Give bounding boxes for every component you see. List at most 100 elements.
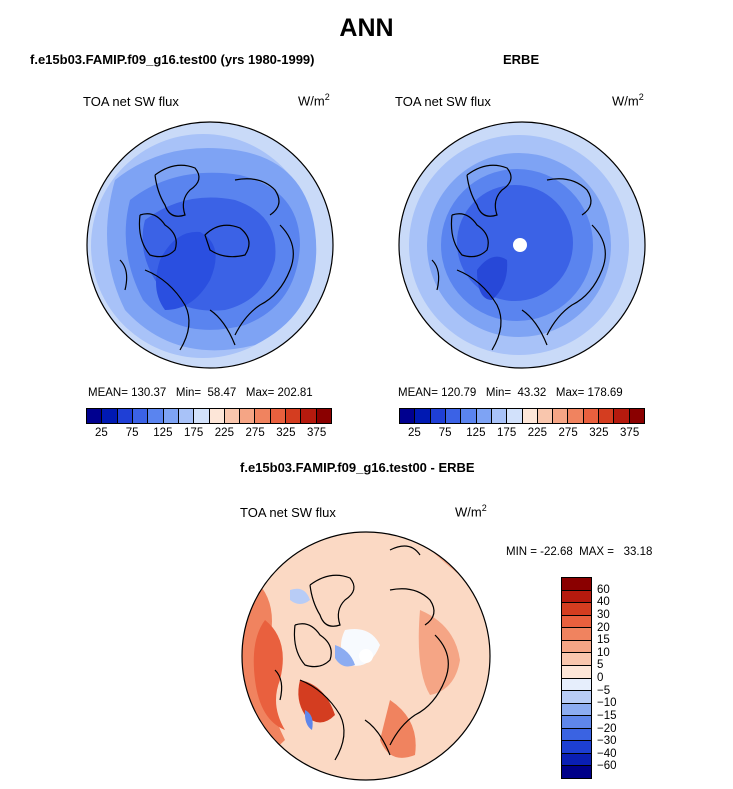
colorbar-swatch: [430, 409, 446, 423]
colorbar-swatch: [209, 409, 225, 423]
colorbar-swatch: [316, 409, 331, 423]
panel-model-title: f.e15b03.FAMIP.f09_g16.test00 (yrs 1980-…: [30, 52, 315, 67]
model-colorbar: [86, 408, 332, 424]
polar-map-erbe: [398, 121, 646, 369]
colorbar-tick-label: 30: [597, 608, 610, 621]
units-exponent: 2: [638, 92, 644, 102]
colorbar-swatch: [562, 653, 591, 666]
panel-erbe-stats: MEAN= 120.79 Min= 43.32 Max= 178.69: [398, 387, 623, 399]
colorbar-tick-label: 5: [597, 659, 604, 672]
colorbar-swatch: [562, 628, 591, 641]
pole-hole: [513, 238, 527, 252]
colorbar-tick-label: 15: [597, 634, 610, 647]
colorbar-swatch: [562, 716, 591, 729]
panel-erbe-variable: TOA net SW flux: [395, 94, 491, 109]
colorbar-tick-label: 175: [497, 427, 517, 439]
colorbar-tick-label: −20: [597, 722, 617, 735]
units-base: W/m: [298, 93, 325, 109]
erbe-colorbar: [399, 408, 645, 424]
erbe-colorbar-ticks: 25 75 125 175 225 275 325 375: [399, 427, 645, 441]
colorbar-tick-label: 40: [597, 596, 610, 609]
colorbar-swatch: [522, 409, 538, 423]
colorbar-tick-label: 10: [597, 646, 610, 659]
colorbar-swatch: [562, 615, 591, 629]
colorbar-tick-label: −5: [597, 684, 611, 697]
colorbar-tick-label: −30: [597, 735, 617, 748]
map-border: [86, 121, 334, 369]
map-border: [398, 121, 646, 369]
colorbar-tick-label: −15: [597, 709, 617, 722]
colorbar-swatch: [562, 753, 591, 767]
colorbar-swatch: [562, 665, 591, 679]
colorbar-tick-label: 175: [184, 427, 204, 439]
colorbar-swatch: [599, 409, 615, 423]
colorbar-swatch: [562, 590, 591, 604]
panel-model-units: W/m2: [298, 92, 330, 108]
polar-map-model: [86, 121, 334, 369]
units-base: W/m: [612, 93, 639, 109]
colorbar-tick-label: 325: [589, 427, 609, 439]
colorbar-swatch: [562, 741, 591, 754]
coastlines: [431, 164, 606, 351]
colorbar-swatch: [163, 409, 179, 423]
colorbar-swatch: [583, 409, 600, 423]
map-fill-cool-spot: [304, 710, 313, 730]
map-border: [241, 531, 491, 781]
map-fill-warm-east: [418, 610, 460, 695]
panel-diff-variable: TOA net SW flux: [240, 505, 336, 520]
colorbar-swatch: [240, 409, 256, 423]
units-exponent: 2: [481, 503, 487, 513]
colorbar-tick-label: 0: [597, 672, 604, 684]
pole-hole: [359, 649, 373, 663]
colorbar-tick-label: 75: [125, 427, 139, 439]
colorbar-swatch: [415, 409, 431, 423]
colorbar-swatch: [117, 409, 133, 423]
colorbar-swatch: [461, 409, 477, 423]
colorbar-tick-label: −60: [597, 760, 617, 773]
colorbar-swatch: [562, 640, 591, 654]
units-exponent: 2: [324, 92, 330, 102]
panel-diff-title: f.e15b03.FAMIP.f09_g16.test00 - ERBE: [240, 460, 475, 475]
panel-model-variable: TOA net SW flux: [83, 94, 179, 109]
panel-erbe-units: W/m2: [612, 92, 644, 108]
colorbar-swatch: [562, 691, 591, 704]
colorbar-tick-label: 225: [214, 427, 234, 439]
map-fill-warm-south: [380, 700, 416, 758]
colorbar-tick-label: 25: [407, 427, 421, 439]
colorbar-swatch: [132, 409, 149, 423]
colorbar-swatch: [562, 603, 591, 616]
units-base: W/m: [455, 504, 482, 520]
colorbar-tick-label: 275: [245, 427, 265, 439]
colorbar-swatch: [476, 409, 492, 423]
colorbar-swatch: [507, 409, 523, 423]
colorbar-tick-label: 75: [438, 427, 452, 439]
colorbar-swatch: [562, 766, 591, 778]
colorbar-swatch: [562, 578, 591, 591]
colorbar-swatch: [301, 409, 317, 423]
colorbar-swatch: [87, 409, 103, 423]
colorbar-swatch: [224, 409, 241, 423]
colorbar-swatch: [194, 409, 210, 423]
figure-title: ANN: [339, 14, 394, 42]
map-fill-cool: [335, 645, 355, 667]
coastlines: [119, 164, 294, 351]
colorbar-tick-label: 125: [466, 427, 486, 439]
colorbar-swatch: [286, 409, 302, 423]
map-fill-darkest: [156, 231, 216, 310]
colorbar-swatch: [562, 678, 591, 692]
colorbar-swatch: [148, 409, 164, 423]
panel-model-stats: MEAN= 130.37 Min= 58.47 Max= 202.81: [88, 387, 313, 399]
panel-diff-stats: MIN = -22.68 MAX = 33.18: [506, 546, 653, 558]
colorbar-swatch: [102, 409, 118, 423]
map-fill-strong-warm: [253, 620, 285, 730]
colorbar-tick-label: 275: [558, 427, 578, 439]
colorbar-tick-label: 375: [620, 427, 640, 439]
colorbar-swatch: [562, 703, 591, 717]
panel-erbe-title: ERBE: [503, 52, 540, 67]
difference-colorbar: [561, 577, 592, 779]
colorbar-tick-label: 375: [307, 427, 327, 439]
colorbar-swatch: [255, 409, 271, 423]
map-fill-cool-patch: [290, 588, 310, 604]
colorbar-swatch: [553, 409, 569, 423]
colorbar-swatch: [562, 728, 591, 742]
